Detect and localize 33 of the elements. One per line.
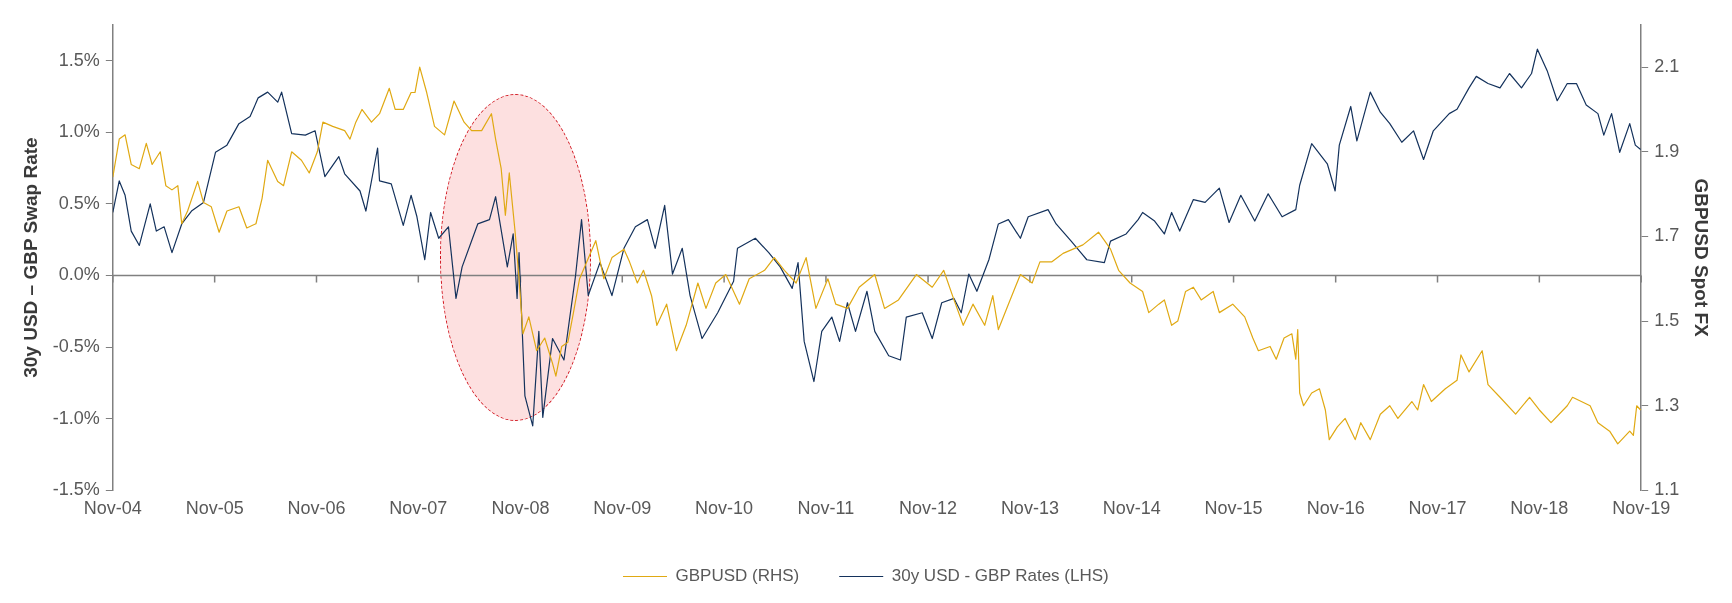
x-tick-label: Nov-16 [1306,498,1365,519]
x-tick-label: Nov-07 [389,498,448,519]
y2-tick-label: 1.1 [1654,479,1680,500]
y-tick-label: -1.5% [52,479,100,500]
y2-tick-label: 2.1 [1654,56,1680,77]
x-tick-label: Nov-11 [797,498,855,519]
y-tick-label: 1.5% [58,49,100,70]
legend-label: GBPUSD (RHS) [675,566,800,586]
y-tick-label: -1.0% [52,407,100,428]
x-tick-label: Nov-17 [1408,498,1467,519]
y2-tick-label: 1.9 [1654,140,1680,161]
y-tick-label: 0.5% [58,192,100,213]
x-tick-label: Nov-15 [1204,498,1263,519]
y-axis-title: 30y USD – GBP Swap Rate [19,137,41,378]
x-tick-label: Nov-12 [899,498,958,519]
x-tick-label: Nov-19 [1612,498,1671,519]
y2-tick-label: 1.5 [1654,310,1680,331]
x-tick-label: Nov-13 [1000,498,1059,519]
y-tick-label: 0.0% [58,264,100,285]
y2-axis-title: GBPUSD Spot FX [1691,178,1713,338]
x-tick-label: Nov-14 [1102,498,1161,519]
x-tick-label: Nov-10 [695,498,754,519]
y2-tick-label: 1.7 [1654,225,1680,246]
x-tick-label: Nov-18 [1510,498,1569,519]
y2-tick-label: 1.3 [1654,394,1680,415]
x-tick-label: Nov-08 [491,498,550,519]
x-tick-label: Nov-06 [287,498,346,519]
x-tick-label: Nov-09 [593,498,652,519]
y-tick-label: -0.5% [52,336,100,357]
y-tick-label: 1.0% [58,121,100,142]
x-tick-label: Nov-05 [185,498,244,519]
legend-label: 30y USD - GBP Rates (LHS) [891,566,1109,586]
x-tick-label: Nov-04 [83,498,142,519]
